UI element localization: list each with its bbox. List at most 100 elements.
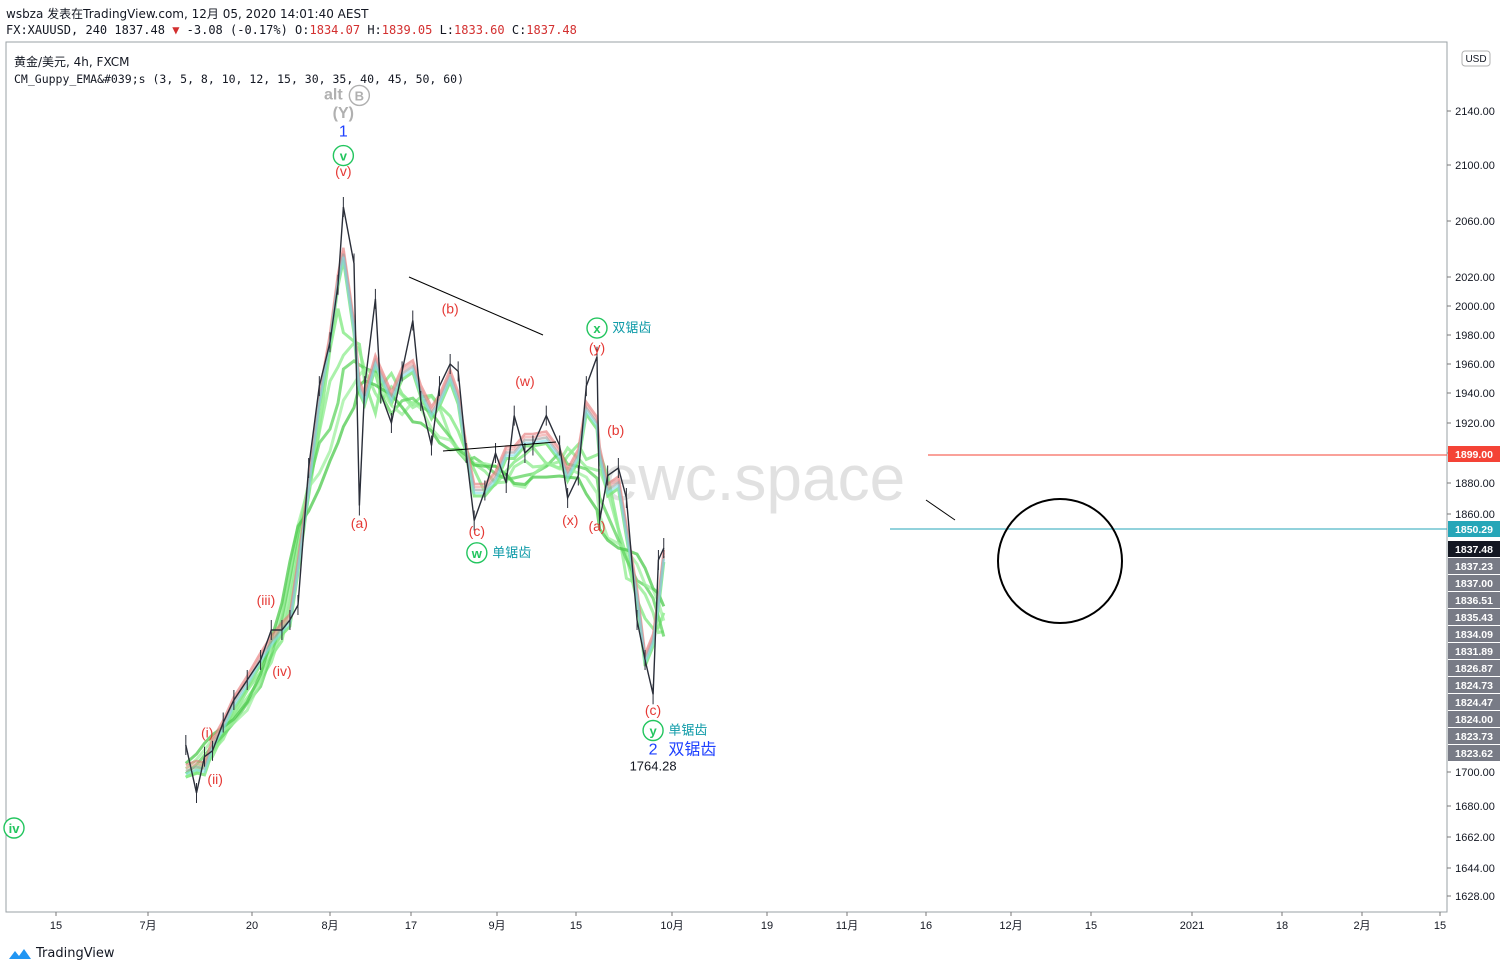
price-label-text: 1823.62 xyxy=(1455,748,1493,760)
price-label-box xyxy=(1448,745,1500,761)
wave-label: (c) xyxy=(645,702,661,718)
low-value: 1833.60 xyxy=(454,23,505,37)
price-tick-label: 1960.00 xyxy=(1455,359,1495,371)
time-tick-label: 18 xyxy=(1276,920,1288,932)
price-label-box xyxy=(1448,541,1500,557)
wave-label: 单锯齿 xyxy=(668,723,707,738)
close-label: C: xyxy=(511,23,527,37)
price-label-text: 1824.00 xyxy=(1455,714,1493,726)
wave-label: (a) xyxy=(351,515,368,531)
price-label-box xyxy=(1448,446,1500,462)
price-tick-label: 1940.00 xyxy=(1455,388,1495,400)
currency-label: USD xyxy=(1465,54,1486,65)
wave-label: (c) xyxy=(469,523,485,539)
price-tick-label: 1920.00 xyxy=(1455,418,1495,430)
time-tick-label: 17 xyxy=(405,920,417,932)
time-tick-label: 10月 xyxy=(660,920,683,932)
price-tick-label: 1860.00 xyxy=(1455,509,1495,521)
wave-label: 2 xyxy=(649,741,658,758)
price-label-text: 1826.87 xyxy=(1455,663,1493,675)
time-tick-label: 9月 xyxy=(488,920,505,932)
price-label-box xyxy=(1448,575,1500,591)
price-label-text: 1837.00 xyxy=(1455,578,1493,590)
price-tick-label: 1680.00 xyxy=(1455,801,1495,813)
currency-button[interactable]: USD xyxy=(1461,50,1491,67)
time-tick-label: 7月 xyxy=(139,920,156,932)
time-tick-label: 2021 xyxy=(1180,920,1204,932)
price-label-text: 1824.47 xyxy=(1455,697,1493,709)
ohlc-line: FX:XAUUSD, 240 1837.48 ▼ -3.08 (-0.17%) … xyxy=(6,23,577,37)
wave-label: alt xyxy=(324,86,343,103)
price-label-box xyxy=(1448,711,1500,727)
wave-label: (x) xyxy=(562,512,578,528)
time-tick-label: 8月 xyxy=(321,920,338,932)
price-label-box xyxy=(1448,643,1500,659)
price-tick-label: 1980.00 xyxy=(1455,330,1495,342)
price-tick-label: 2020.00 xyxy=(1455,272,1495,284)
wave-label: (iv) xyxy=(272,663,291,679)
price-tick-label: 2140.00 xyxy=(1455,106,1495,118)
wedge-line xyxy=(925,499,956,521)
wave-label: (Y) xyxy=(333,105,354,122)
time-tick-label: 15 xyxy=(1434,920,1446,932)
price-label-box xyxy=(1448,609,1500,625)
wave-label: (w) xyxy=(515,373,534,389)
price-label-text: 1836.51 xyxy=(1455,595,1493,607)
wave-label: 1764.28 xyxy=(630,759,677,774)
wave-label: (y) xyxy=(589,339,605,355)
wave-label-circled: y xyxy=(649,724,657,739)
wave-label: (b) xyxy=(442,300,459,316)
indicator-legend[interactable]: CM_Guppy_EMA&#039;s (3, 5, 8, 10, 12, 15… xyxy=(14,72,465,86)
wave-label: 单锯齿 xyxy=(492,545,531,560)
wave-label-circled: B xyxy=(355,88,364,103)
price-tick-label: 1662.00 xyxy=(1455,832,1495,844)
time-tick-label: 16 xyxy=(920,920,932,932)
wave-circle xyxy=(586,317,608,339)
price-label-box xyxy=(1448,558,1500,574)
price-label-text: 1824.73 xyxy=(1455,680,1493,692)
change-value: -3.08 (-0.17%) xyxy=(186,23,288,37)
price-label-box xyxy=(1448,626,1500,642)
wave-label-circled: v xyxy=(340,149,348,164)
time-tick-label: 15 xyxy=(570,920,582,932)
symbol-info: FX:XAUUSD, 240 1837.48 xyxy=(6,23,165,37)
wave-label: (ii) xyxy=(207,771,223,787)
price-tick-label: 1880.00 xyxy=(1455,478,1495,490)
time-tick-label: 11月 xyxy=(836,920,858,932)
wave-label: (a) xyxy=(588,518,605,534)
high-label: H: xyxy=(367,23,382,37)
ema-long-line xyxy=(184,340,665,779)
low-label: L: xyxy=(439,23,455,37)
price-label-text: 1899.00 xyxy=(1455,449,1493,461)
price-label-box xyxy=(1448,694,1500,710)
wave-circle xyxy=(3,817,25,839)
close-value: 1837.48 xyxy=(526,23,577,37)
wave-circle xyxy=(466,542,488,564)
price-tick-label: 1628.00 xyxy=(1455,891,1495,903)
horizontal-lines xyxy=(890,454,1447,530)
tradingview-logo-icon xyxy=(9,948,31,959)
open-label: O: xyxy=(295,23,310,37)
wave-label: (v) xyxy=(335,163,351,179)
price-label-text: 1837.48 xyxy=(1455,544,1493,556)
brand-name: TradingView xyxy=(36,946,115,961)
time-tick-label: 2月 xyxy=(1353,920,1370,932)
time-axis: 15 7月 20 8月 17 9月 15 10月 19 11月 16 12月 15 2021 18 2月 15 xyxy=(50,912,1446,932)
ema-long-line xyxy=(184,378,666,765)
price-label-box xyxy=(1448,677,1500,693)
price-tick-label: 1700.00 xyxy=(1455,767,1495,779)
wave-label: 1 xyxy=(339,124,348,141)
high-value: 1839.05 xyxy=(381,23,433,37)
price-label-text: 1837.23 xyxy=(1455,561,1493,573)
wave-label: (i) xyxy=(201,725,213,741)
triangle-lower-line xyxy=(442,441,557,452)
wave-label: 双锯齿 xyxy=(612,320,651,335)
price-tick-label: 1644.00 xyxy=(1455,863,1495,875)
wave-circle xyxy=(332,144,355,167)
publish-info: wsbza 发表在TradingView.com, 12月 05, 2020 1… xyxy=(6,7,369,21)
time-tick-label: 20 xyxy=(246,920,258,932)
wave-label: (iii) xyxy=(257,592,276,608)
highlight-circle xyxy=(997,498,1123,624)
price-label-text: 1850.29 xyxy=(1455,524,1493,536)
